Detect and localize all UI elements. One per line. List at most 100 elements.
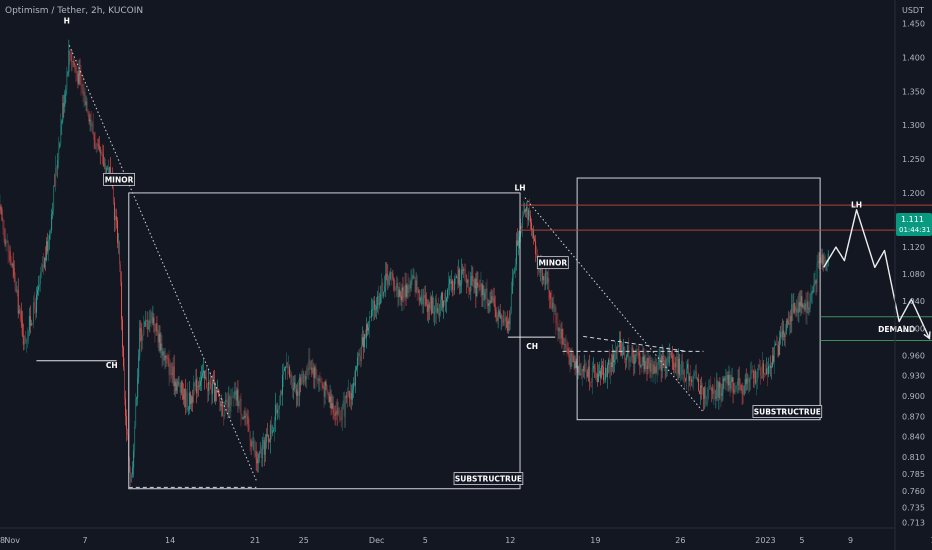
candle-body bbox=[8, 251, 10, 253]
candle-body bbox=[299, 377, 301, 396]
annotation-label: CH bbox=[106, 361, 118, 370]
candle-body bbox=[498, 311, 500, 316]
time-tick-label: 25 bbox=[299, 536, 309, 545]
candle-body bbox=[390, 272, 392, 274]
candle-body bbox=[153, 317, 155, 326]
candle-body bbox=[429, 296, 431, 309]
candle-body bbox=[130, 471, 132, 483]
candle-body bbox=[559, 327, 561, 339]
candle-body bbox=[756, 371, 758, 382]
candle-body bbox=[115, 216, 117, 221]
candle-body bbox=[608, 359, 609, 365]
candle-body bbox=[656, 364, 658, 373]
candle-body bbox=[808, 308, 810, 309]
candle-body bbox=[261, 448, 263, 459]
candle-body bbox=[762, 363, 764, 374]
candle-body bbox=[392, 273, 394, 278]
candle-body bbox=[302, 373, 304, 382]
candle-body bbox=[597, 373, 599, 383]
candle-body bbox=[800, 296, 802, 307]
price-tick-label: 1.300 bbox=[902, 121, 925, 130]
candle-body bbox=[38, 286, 39, 290]
candle-body bbox=[151, 312, 153, 323]
candle-body bbox=[410, 280, 412, 289]
candle-body bbox=[604, 379, 605, 381]
candle-body bbox=[315, 367, 317, 375]
candle-body bbox=[409, 284, 411, 289]
candle-body bbox=[693, 375, 695, 381]
candle-body bbox=[700, 385, 702, 394]
candle-body bbox=[74, 65, 76, 67]
candle-body bbox=[221, 403, 223, 407]
candle-body bbox=[9, 251, 11, 261]
candle-body bbox=[138, 356, 140, 378]
candle-body bbox=[565, 344, 567, 349]
candle-body bbox=[447, 290, 448, 298]
candle-body bbox=[722, 378, 724, 394]
time-tick-label: 16 bbox=[930, 536, 932, 545]
candle-body bbox=[784, 334, 786, 337]
candle-body bbox=[37, 289, 38, 295]
candle-body bbox=[651, 360, 653, 375]
candle-body bbox=[27, 331, 29, 339]
candle-body bbox=[219, 395, 221, 402]
candle-body bbox=[803, 304, 805, 310]
candle-body bbox=[266, 434, 268, 436]
candle-body bbox=[5, 241, 7, 245]
candles-layer bbox=[0, 39, 829, 486]
candle-body bbox=[469, 290, 471, 292]
candle-body bbox=[241, 414, 243, 419]
candle-body bbox=[524, 209, 525, 212]
candle-body bbox=[507, 320, 509, 331]
candle-body bbox=[463, 268, 465, 272]
price-tick-label: 0.760 bbox=[902, 487, 925, 496]
candle-body bbox=[624, 347, 626, 359]
candle-body bbox=[545, 271, 547, 285]
candle-body bbox=[792, 304, 794, 313]
candle-body bbox=[369, 316, 371, 328]
candle-body bbox=[713, 389, 715, 394]
candle-body bbox=[444, 300, 445, 302]
candle-body bbox=[435, 298, 437, 313]
candle-body bbox=[304, 376, 306, 382]
candle-body bbox=[33, 302, 35, 309]
candle-body bbox=[181, 381, 183, 395]
candle-body bbox=[640, 365, 642, 367]
candle-body bbox=[276, 409, 278, 414]
candle-body bbox=[579, 373, 581, 375]
candle-body bbox=[250, 440, 252, 447]
candle-body bbox=[405, 284, 407, 297]
candle-body bbox=[779, 337, 781, 356]
candle-body bbox=[89, 119, 91, 122]
candle-body bbox=[4, 238, 6, 245]
candle-body bbox=[658, 359, 660, 363]
candle-body bbox=[51, 214, 53, 230]
candle-body bbox=[630, 357, 632, 360]
candle-body bbox=[415, 280, 417, 293]
dotted-trend-line bbox=[524, 197, 704, 413]
candle-body bbox=[29, 316, 31, 326]
candle-body bbox=[402, 287, 404, 292]
candle-body bbox=[329, 396, 331, 402]
candle-body bbox=[411, 278, 413, 281]
candle-body bbox=[99, 146, 101, 154]
candle-body bbox=[747, 378, 749, 382]
candle-body bbox=[479, 285, 481, 287]
candle-body bbox=[229, 396, 231, 412]
candle-body bbox=[583, 363, 585, 372]
candle-body bbox=[785, 330, 787, 337]
candle-body bbox=[270, 424, 272, 433]
last-price-badge[interactable]: 1.111 01:44:31 bbox=[896, 213, 932, 236]
candle-body bbox=[375, 309, 377, 311]
candle-body bbox=[119, 241, 120, 265]
candle-body bbox=[148, 326, 150, 330]
candle-body bbox=[452, 280, 454, 290]
candle-body bbox=[75, 66, 77, 71]
candle-body bbox=[222, 403, 224, 416]
price-tick-label: 1.400 bbox=[902, 54, 925, 63]
candle-body bbox=[593, 366, 595, 368]
candle-body bbox=[384, 286, 386, 292]
candle-body bbox=[555, 306, 557, 324]
